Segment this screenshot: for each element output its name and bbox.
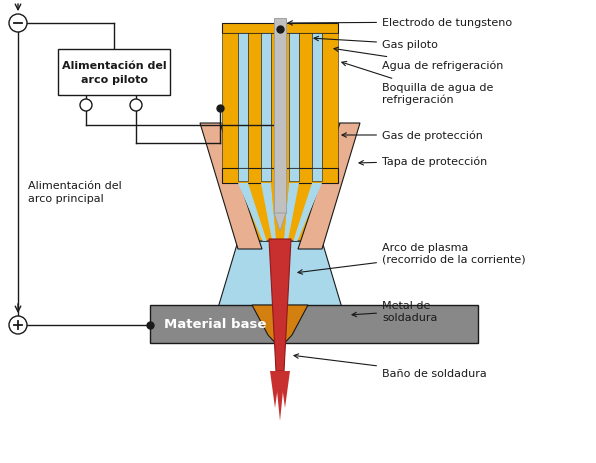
- Polygon shape: [298, 124, 340, 250]
- Polygon shape: [238, 184, 267, 242]
- Bar: [289, 34, 299, 169]
- Text: Gas de protección: Gas de protección: [342, 131, 483, 141]
- Bar: [271, 34, 289, 169]
- Text: Baño de soldadura: Baño de soldadura: [294, 354, 487, 378]
- Bar: [274, 19, 286, 213]
- Bar: [261, 169, 271, 181]
- Text: Alimentación del: Alimentación del: [62, 61, 166, 71]
- Bar: [299, 34, 312, 169]
- Bar: [222, 24, 338, 34]
- Text: Material base: Material base: [164, 318, 266, 331]
- Polygon shape: [271, 184, 289, 242]
- Polygon shape: [269, 239, 291, 371]
- Polygon shape: [222, 184, 338, 242]
- Polygon shape: [220, 124, 262, 250]
- Bar: [248, 34, 261, 169]
- Text: arco principal: arco principal: [28, 194, 104, 204]
- Polygon shape: [261, 184, 277, 242]
- Polygon shape: [212, 242, 348, 328]
- Text: Arco de plasma
(recorrido de la corriente): Arco de plasma (recorrido de la corrient…: [298, 243, 526, 275]
- Bar: [312, 169, 322, 181]
- Text: Metal de
soldadura: Metal de soldadura: [352, 300, 437, 322]
- Text: Electrodo de tungsteno: Electrodo de tungsteno: [288, 18, 512, 28]
- Polygon shape: [270, 371, 280, 408]
- Polygon shape: [280, 371, 290, 408]
- Text: arco piloto: arco piloto: [80, 75, 147, 85]
- Text: Alimentación del: Alimentación del: [28, 181, 122, 191]
- Bar: [150, 305, 478, 343]
- Polygon shape: [284, 184, 299, 242]
- Bar: [312, 34, 322, 169]
- Text: Agua de refrigeración: Agua de refrigeración: [334, 48, 504, 71]
- Polygon shape: [293, 184, 322, 242]
- Text: Gas piloto: Gas piloto: [314, 37, 438, 50]
- Circle shape: [130, 100, 142, 112]
- Bar: [58, 50, 170, 96]
- Bar: [261, 34, 271, 169]
- Polygon shape: [298, 124, 360, 250]
- Polygon shape: [274, 213, 286, 232]
- Polygon shape: [275, 371, 285, 421]
- Circle shape: [9, 15, 27, 33]
- Bar: [289, 169, 299, 181]
- Text: Boquilla de agua de
refrigeración: Boquilla de agua de refrigeración: [342, 63, 493, 105]
- Bar: [322, 34, 338, 169]
- Bar: [222, 169, 338, 184]
- Bar: [238, 34, 248, 169]
- Circle shape: [80, 100, 92, 112]
- Bar: [222, 34, 238, 169]
- Polygon shape: [252, 305, 308, 348]
- Polygon shape: [200, 124, 262, 250]
- Bar: [238, 169, 248, 181]
- Text: Tapa de protección: Tapa de protección: [359, 156, 488, 167]
- Circle shape: [9, 316, 27, 334]
